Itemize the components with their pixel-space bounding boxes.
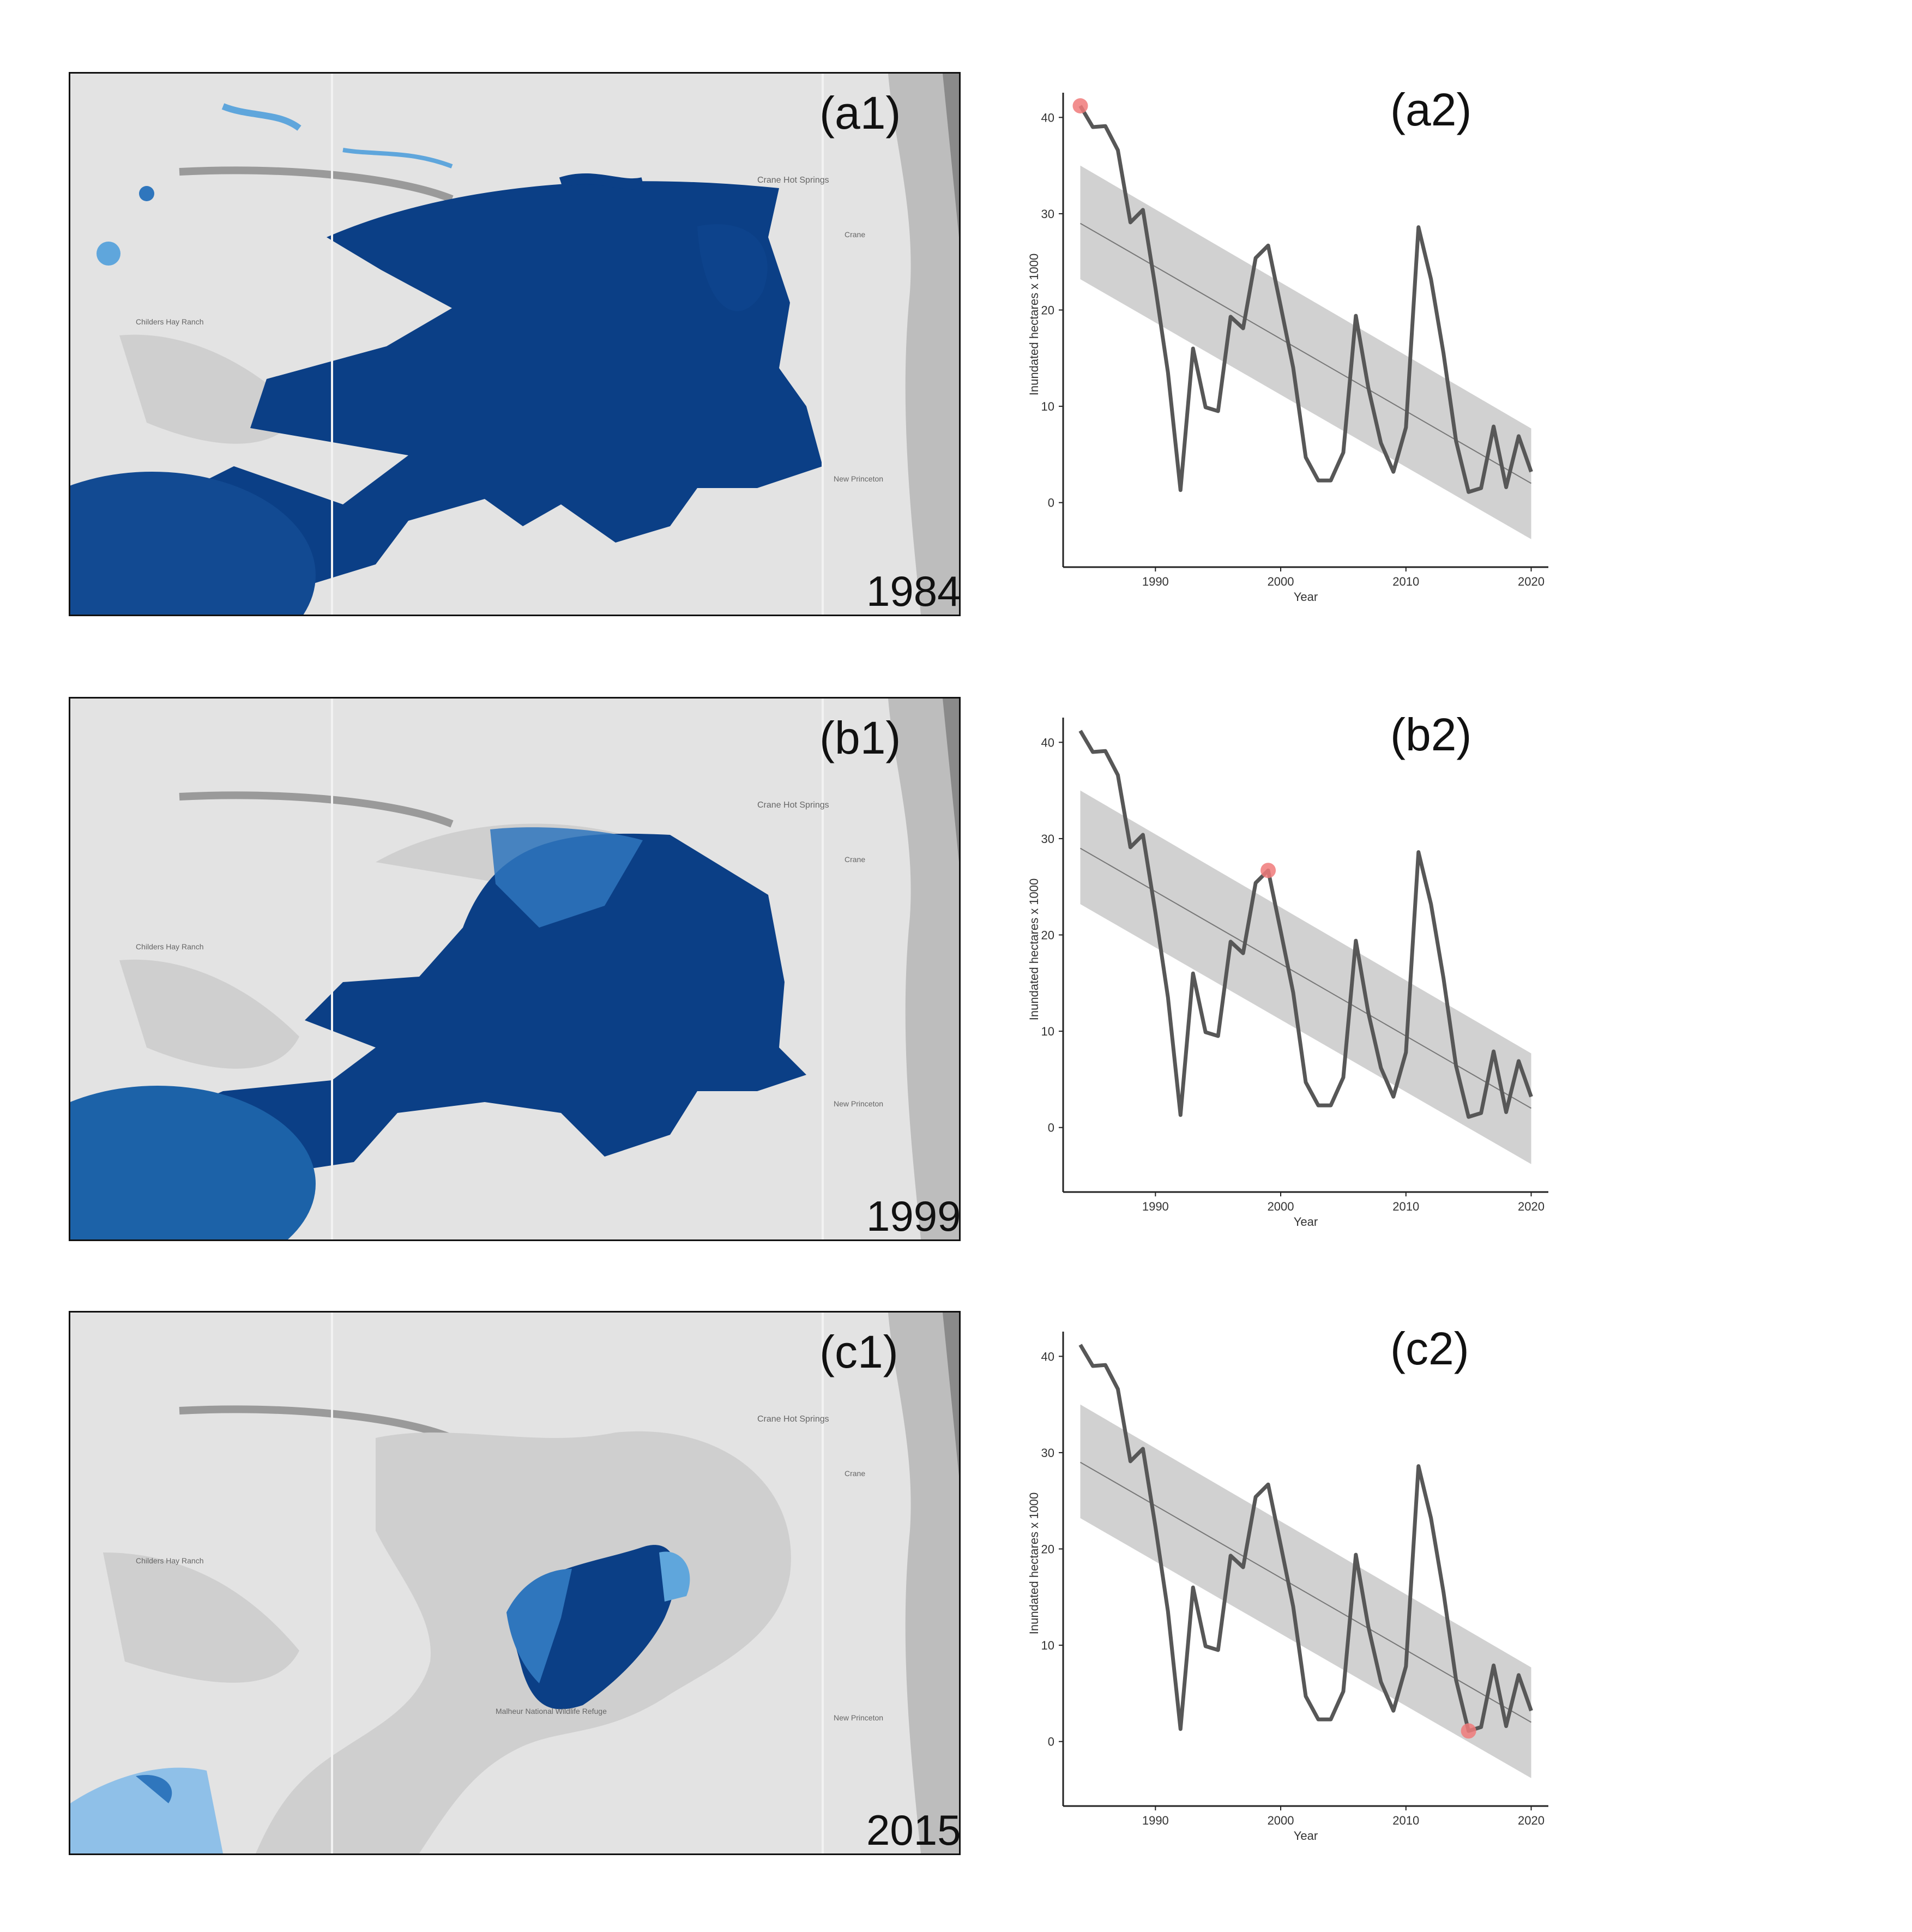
x-tick-label: 1990 — [1142, 1200, 1169, 1213]
inundation-series-line — [1078, 105, 1533, 494]
x-tick-label: 1990 — [1142, 575, 1169, 588]
y-axis-label: Inundated hectares x 1000 — [1027, 254, 1041, 396]
x-tick-label: 2020 — [1518, 575, 1545, 588]
x-tick-label: 2020 — [1518, 1814, 1545, 1827]
map-label-crane-hot-springs: Crane Hot Springs — [757, 801, 829, 810]
map-label-childers-hay-ranch: Childers Hay Ranch — [136, 942, 204, 951]
y-tick-label: 40 — [1041, 736, 1054, 749]
y-tick-label: 10 — [1041, 1639, 1054, 1652]
map-label-crane: Crane — [845, 230, 865, 239]
x-axis-label: Year — [1294, 1215, 1318, 1229]
x-axis-label: Year — [1294, 590, 1318, 604]
map-panel-label: (b1) — [819, 712, 901, 763]
map-panel-a1: Crane Hot Springs Crane New Princeton Ch… — [69, 72, 961, 616]
map-label-crane: Crane — [845, 855, 865, 864]
chart-a2: 0 10 20 30 40 1990 2000 2010 2020 Year Inundated h… — [1027, 84, 1548, 604]
y-tick-label: 20 — [1041, 1543, 1054, 1556]
map-panel-b1: Crane Hot Springs Crane New Princeton Ch… — [69, 697, 961, 1241]
chart-b2: 0 10 20 30 40 1990 2000 2010 2020 Year Inundated h… — [1027, 709, 1548, 1229]
map-panel-c1: Crane Hot Springs Crane New Princeton Ch… — [69, 1311, 961, 1855]
inundation-map-1984: Crane Hot Springs Crane New Princeton Ch… — [70, 74, 959, 615]
inundation-series-line — [1078, 730, 1533, 1119]
map-year-label: 2015 — [866, 1806, 961, 1854]
confidence-band — [1080, 1404, 1531, 1778]
map-label-crane: Crane — [845, 1469, 865, 1478]
map-label-new-princeton: New Princeton — [834, 474, 883, 483]
map-panel-label: (a1) — [819, 87, 901, 139]
x-tick-label: 2000 — [1268, 1814, 1294, 1827]
highlight-point — [1072, 98, 1088, 114]
y-tick-label: 0 — [1048, 1735, 1054, 1749]
inundation-map-2015: Crane Hot Springs Crane New Princeton Ch… — [70, 1313, 959, 1853]
x-tick-label: 1990 — [1142, 1814, 1169, 1827]
map-label-childers-hay-ranch: Childers Hay Ranch — [136, 1556, 204, 1565]
map-year-label: 1984 — [866, 567, 961, 615]
y-tick-label: 10 — [1041, 400, 1054, 413]
y-tick-label: 0 — [1048, 1121, 1054, 1135]
y-tick-label: 20 — [1041, 304, 1054, 317]
x-axis-label: Year — [1294, 1829, 1318, 1843]
y-tick-label: 0 — [1048, 496, 1054, 510]
highlight-point — [1260, 863, 1276, 878]
y-tick-label: 30 — [1041, 832, 1054, 846]
y-tick-label: 20 — [1041, 929, 1054, 942]
y-axis-label: Inundated hectares x 1000 — [1027, 1492, 1041, 1635]
map-label-new-princeton: New Princeton — [834, 1099, 883, 1108]
y-tick-label: 40 — [1041, 111, 1054, 124]
inundation-series-line — [1078, 1344, 1533, 1733]
chart-panel-label: (a2) — [1390, 84, 1471, 135]
x-tick-label: 2010 — [1392, 1814, 1419, 1827]
x-tick-label: 2000 — [1268, 575, 1294, 588]
inundation-map-1999: Crane Hot Springs Crane New Princeton Ch… — [70, 699, 959, 1239]
x-tick-label: 2000 — [1268, 1200, 1294, 1213]
y-axis-label: Inundated hectares x 1000 — [1027, 878, 1041, 1021]
y-tick-label: 30 — [1041, 207, 1054, 221]
y-tick-label: 30 — [1041, 1446, 1054, 1460]
chart-c2: 0 10 20 30 40 1990 2000 2010 2020 Year Inundated h… — [1027, 1323, 1548, 1843]
y-tick-label: 40 — [1041, 1350, 1054, 1363]
highlight-point — [1461, 1723, 1476, 1739]
chart-panel-label: (b2) — [1390, 709, 1471, 760]
x-tick-label: 2010 — [1392, 575, 1419, 588]
chart-panel-label: (c2) — [1390, 1323, 1469, 1374]
x-tick-label: 2010 — [1392, 1200, 1419, 1213]
map-label-childers-hay-ranch: Childers Hay Ranch — [136, 317, 204, 326]
y-tick-label: 10 — [1041, 1025, 1054, 1038]
map-label-crane-hot-springs: Crane Hot Springs — [757, 176, 829, 185]
map-label-malheur-refuge: Malheur National Wildlife Refuge — [496, 1707, 607, 1716]
map-year-label: 1999 — [866, 1192, 961, 1240]
confidence-band — [1080, 790, 1531, 1164]
x-tick-label: 2020 — [1518, 1200, 1545, 1213]
confidence-band — [1080, 165, 1531, 539]
map-panel-label: (c1) — [819, 1326, 898, 1377]
map-label-crane-hot-springs: Crane Hot Springs — [757, 1415, 829, 1424]
map-label-new-princeton: New Princeton — [834, 1713, 883, 1722]
